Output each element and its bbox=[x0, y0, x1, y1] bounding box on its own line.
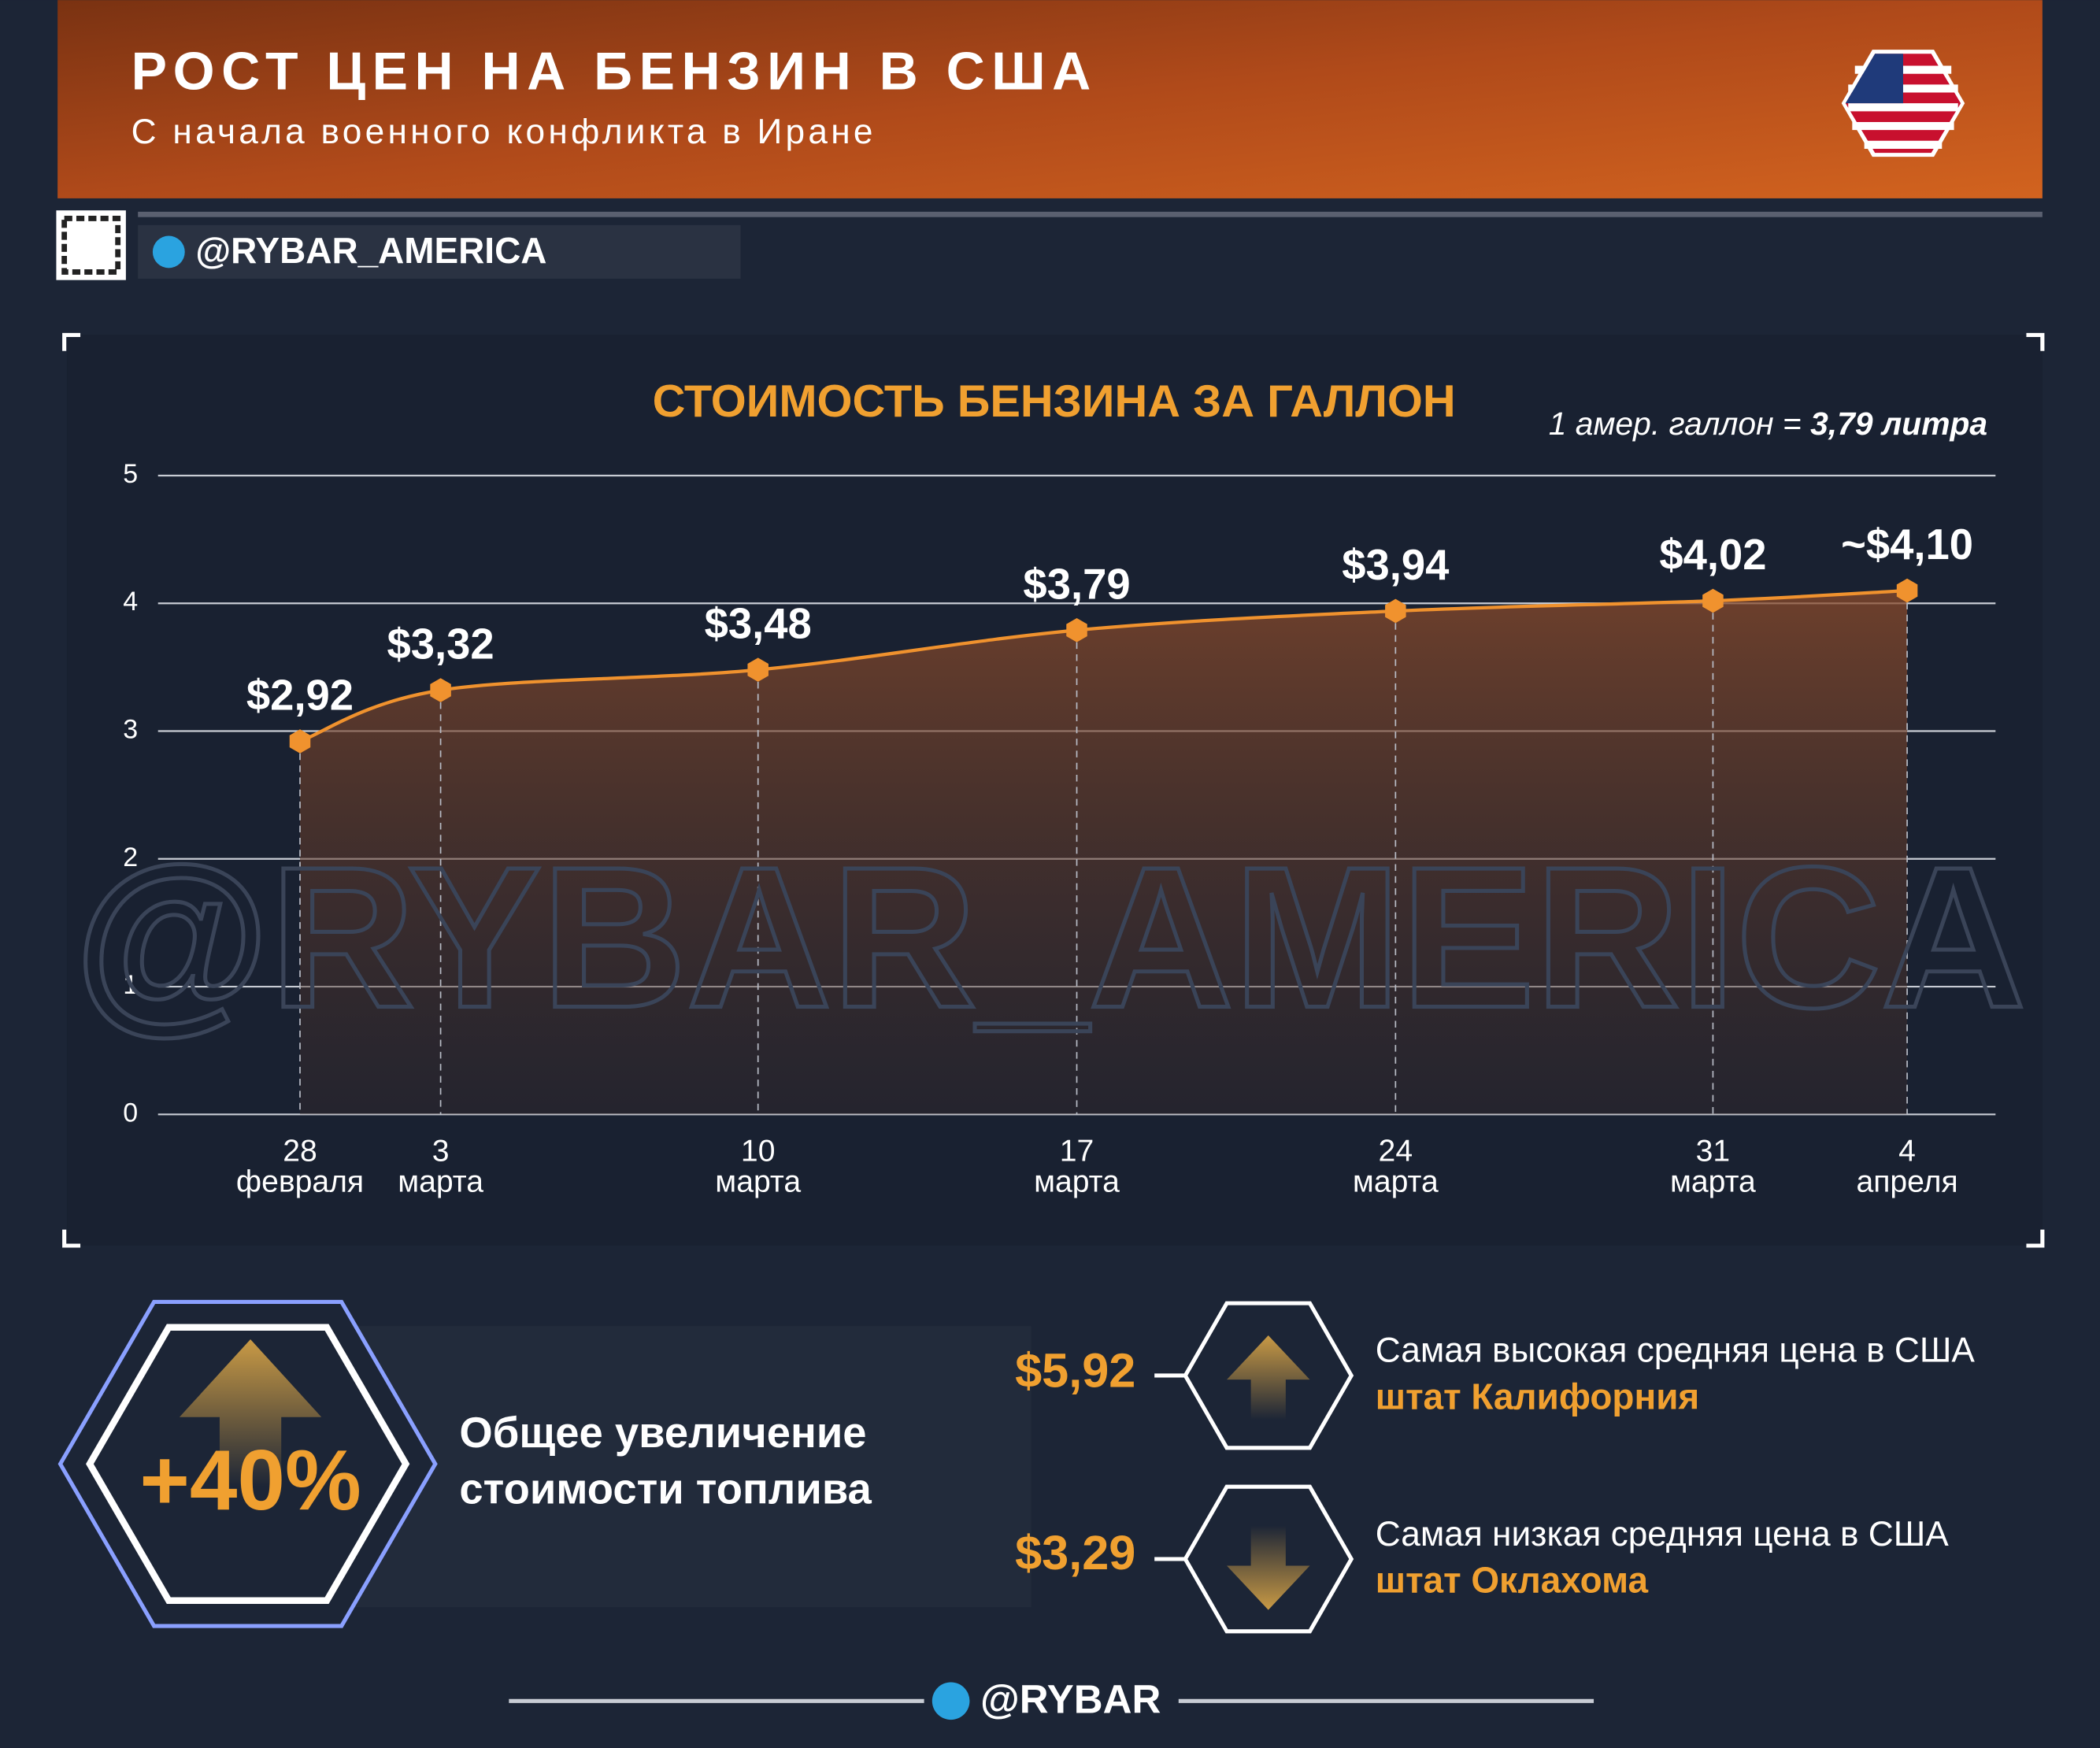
y-tick-label: 2 bbox=[123, 843, 138, 872]
x-tick-label-line: марта bbox=[1670, 1165, 1756, 1199]
low-state: штат Оклахома bbox=[1376, 1560, 1649, 1601]
x-tick-label: 17 марта bbox=[1034, 1135, 1120, 1199]
x-tick-label-line: 28 bbox=[283, 1135, 317, 1168]
value-label: $3,94 bbox=[1342, 541, 1449, 589]
qr-code bbox=[56, 210, 126, 280]
point bbox=[430, 678, 451, 702]
value-label: $3,79 bbox=[1023, 560, 1130, 608]
x-tick-label-line: марта bbox=[1034, 1165, 1120, 1199]
value-label: $2,92 bbox=[246, 671, 354, 719]
y-tick-label: 4 bbox=[123, 587, 138, 617]
arrow-up-big bbox=[179, 1339, 322, 1487]
value-label: $3,32 bbox=[387, 620, 494, 668]
stats: +40% Общее увеличение стоимости топлива … bbox=[57, 1299, 1976, 1634]
value-label: $4,02 bbox=[1659, 531, 1766, 579]
x-tick-label-line: 31 bbox=[1696, 1135, 1731, 1168]
subtitle: С начала военного конфликта в Иране bbox=[131, 113, 876, 151]
y-tick-label: 5 bbox=[123, 459, 138, 489]
x-tick-label-line: марта bbox=[715, 1165, 801, 1199]
flag bbox=[1841, 50, 1965, 157]
point bbox=[1896, 578, 1918, 603]
handle-band bbox=[138, 224, 741, 279]
arrow-down bbox=[1227, 1525, 1310, 1610]
chart-note: 1 амер. галлон = 3,79 литра bbox=[1549, 406, 1987, 442]
arrow-up bbox=[1227, 1335, 1310, 1420]
x-tick-label: 24 марта bbox=[1353, 1135, 1439, 1199]
x-tick-label-line: марта bbox=[398, 1165, 483, 1199]
x-tick-label: 10 марта bbox=[715, 1135, 801, 1199]
flag-canton bbox=[1845, 54, 1903, 104]
header-band bbox=[57, 0, 2043, 198]
note-bold: 3,79 литра bbox=[1810, 406, 1987, 442]
y-tick-label: 1 bbox=[123, 970, 138, 1000]
total-label-2: стоимости топлива bbox=[459, 1465, 872, 1513]
point bbox=[1702, 588, 1724, 613]
x-tick-label-line: 17 bbox=[1060, 1135, 1094, 1168]
x-tick-label-line: 3 bbox=[432, 1135, 450, 1168]
high-state: штат Калифорния bbox=[1376, 1376, 1699, 1417]
chart-title: СТОИМОСТЬ БЕНЗИНА ЗА ГАЛЛОН bbox=[653, 376, 1456, 427]
title: РОСТ ЦЕН НА БЕНЗИН В США bbox=[131, 41, 1098, 101]
total-label-1: Общее увеличение bbox=[459, 1409, 866, 1457]
point bbox=[1385, 598, 1406, 624]
watermark: @RYBAR_AMERICA bbox=[74, 826, 2026, 1050]
value-label: ~$4,10 bbox=[1841, 520, 1973, 568]
telegram-icon bbox=[152, 235, 185, 268]
x-tick-label-line: 24 bbox=[1379, 1135, 1413, 1168]
x-tick-label: 4 апреля bbox=[1857, 1135, 1958, 1199]
footer-handle: @RYBAR bbox=[980, 1676, 1161, 1721]
footer-telegram bbox=[931, 1682, 970, 1720]
low-label: Самая низкая средняя цена в США bbox=[1376, 1515, 1949, 1554]
x-tick-label-line: 4 bbox=[1898, 1135, 1916, 1168]
x-tick-label-line: апреля bbox=[1857, 1165, 1958, 1199]
x-tick-label: 3 марта bbox=[398, 1135, 483, 1199]
low-price: $3,29 bbox=[1015, 1526, 1135, 1579]
note-text: 1 амер. галлон = bbox=[1549, 406, 1810, 442]
x-tick-label-line: марта bbox=[1353, 1165, 1439, 1199]
x-tick-label-line: февраля bbox=[236, 1165, 364, 1199]
total-increase: +40% bbox=[139, 1432, 361, 1528]
area bbox=[300, 591, 1908, 1115]
value-label: $3,48 bbox=[705, 600, 812, 648]
point bbox=[1066, 618, 1087, 643]
plot: 0 1 2 3 4 5 $2,92 $3,32 $3,48 $3,79 $3,94 $4,02 ~$4,… bbox=[123, 459, 1996, 1199]
y-tick-label: 3 bbox=[123, 714, 138, 744]
high-price: $5,92 bbox=[1015, 1343, 1135, 1397]
x-tick-label: 31 марта bbox=[1670, 1135, 1756, 1199]
y-tick-label: 0 bbox=[123, 1098, 138, 1128]
divider bbox=[138, 211, 2043, 217]
corner-brackets bbox=[62, 332, 2045, 1248]
stat-panel bbox=[321, 1326, 1031, 1608]
point bbox=[289, 729, 311, 754]
point bbox=[747, 657, 769, 682]
handle: @RYBAR_AMERICA bbox=[195, 230, 546, 271]
x-tick-label-line: 10 bbox=[741, 1135, 776, 1168]
high-label: Самая высокая средняя цена в США bbox=[1376, 1331, 1976, 1370]
x-tick-label: 28 февраля bbox=[236, 1135, 364, 1199]
